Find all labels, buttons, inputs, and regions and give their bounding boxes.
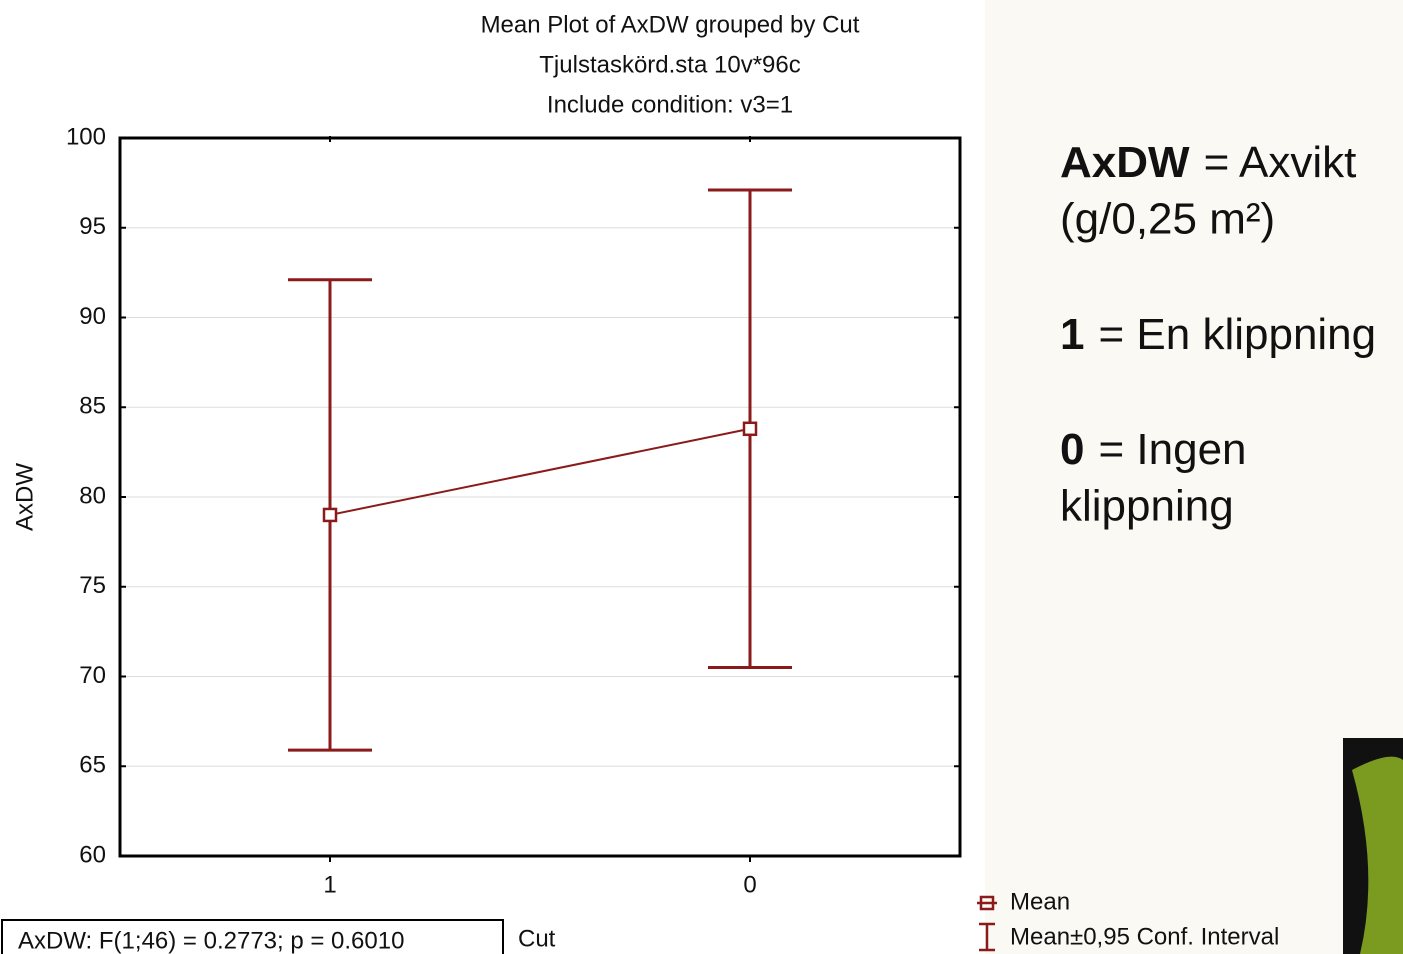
y-tick-label: 75 xyxy=(79,572,106,599)
plot-frame xyxy=(118,136,962,858)
note: AxDW = Axvikt xyxy=(1060,138,1356,187)
y-tick-label: 85 xyxy=(79,393,106,420)
x-axis-label: Cut xyxy=(518,925,556,952)
chart-title: Mean Plot of AxDW grouped by Cut xyxy=(481,11,860,38)
note: 0 = Ingen xyxy=(1060,425,1247,474)
note-key: 0 xyxy=(1060,425,1084,474)
note-key: AxDW xyxy=(1060,138,1190,187)
y-tick-label: 60 xyxy=(79,841,106,868)
mean-line xyxy=(329,427,751,516)
chart-condition: Include condition: v3=1 xyxy=(547,91,793,118)
note: 1 = En klippning xyxy=(1060,310,1376,359)
note-key: 1 xyxy=(1060,310,1084,359)
legend-mean-icon xyxy=(977,895,997,911)
y-tick-label: 80 xyxy=(79,482,106,509)
y-tick-label: 65 xyxy=(79,752,106,779)
chart-subtitle: Tjulstaskörd.sta 10v*96c xyxy=(539,51,800,78)
mean-marker xyxy=(322,507,338,523)
mean-marker xyxy=(742,421,758,437)
stat-box xyxy=(1,919,504,954)
x-tick-label: 1 xyxy=(323,871,336,898)
x-tick-label: 0 xyxy=(743,871,756,898)
legend-mean: Mean xyxy=(1010,888,1070,915)
note-text: = Axvikt xyxy=(1204,138,1357,187)
y-tick-label: 90 xyxy=(79,303,106,330)
y-tick-label: 70 xyxy=(79,662,106,689)
legend-error: Mean±0,95 Conf. Interval xyxy=(1010,923,1279,950)
photo-leaf xyxy=(1352,756,1403,954)
y-tick-label: 100 xyxy=(66,123,106,150)
note-text: = Ingen xyxy=(1098,425,1246,474)
side-panel xyxy=(985,0,1403,954)
legend-error-icon xyxy=(979,922,995,952)
stat-text: AxDW: F(1;46) = 0.2773; p = 0.6010 xyxy=(18,927,404,954)
y-axis-label: AxDW xyxy=(11,463,38,531)
note-text2: klippning xyxy=(1060,482,1234,531)
note-text2: (g/0,25 m²) xyxy=(1060,195,1275,244)
y-tick-label: 95 xyxy=(79,213,106,240)
note-text: = En klippning xyxy=(1098,310,1376,359)
